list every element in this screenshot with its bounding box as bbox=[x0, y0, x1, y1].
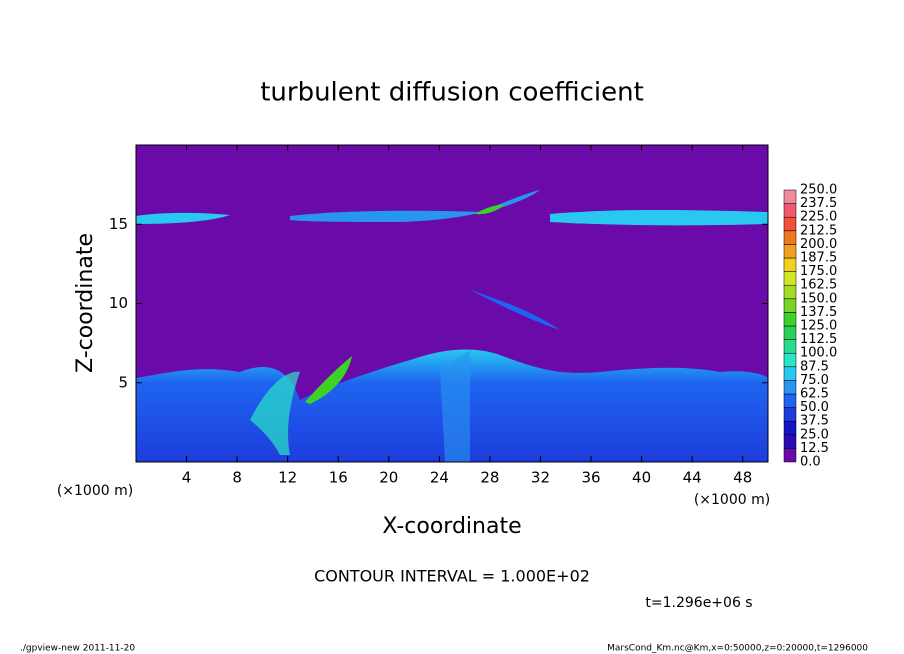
y-tick-label: 15 bbox=[109, 215, 128, 233]
x-tick-label: 28 bbox=[480, 469, 499, 487]
y-axis-label: Z-coordinate bbox=[73, 233, 98, 373]
colorbar-label: 100.0 bbox=[800, 346, 837, 361]
colorbar-box bbox=[783, 366, 797, 381]
field-upper-layer bbox=[290, 190, 540, 222]
field bbox=[136, 145, 768, 462]
colorbar-label: 37.5 bbox=[800, 414, 829, 429]
colorbar-label: 187.5 bbox=[800, 251, 837, 266]
field-streak bbox=[470, 290, 560, 330]
colorbar-box bbox=[783, 230, 797, 245]
colorbar-label: 87.5 bbox=[800, 359, 829, 374]
colorbar-box bbox=[783, 271, 797, 286]
colorbar-label: 250.0 bbox=[800, 183, 837, 198]
colorbar-label: 62.5 bbox=[800, 387, 829, 402]
y-tick-label: 10 bbox=[109, 294, 128, 312]
x-tick-label: 20 bbox=[379, 469, 398, 487]
colorbar-box bbox=[783, 298, 797, 313]
colorbar-box bbox=[783, 244, 797, 259]
colorbar-label: 200.0 bbox=[800, 237, 837, 252]
colorbar-label: 137.5 bbox=[800, 305, 837, 320]
colorbar-box bbox=[783, 393, 797, 408]
footer-right: MarsCond_Km.nc@Km,x=0:50000,z=0:20000,t=… bbox=[607, 644, 868, 654]
x-tick-label: 36 bbox=[581, 469, 600, 487]
chart-title: turbulent diffusion coefficient bbox=[260, 78, 644, 108]
colorbar-label: 237.5 bbox=[800, 196, 837, 211]
colorbar-box bbox=[783, 312, 797, 327]
time-label: t=1.296e+06 s bbox=[645, 595, 752, 611]
colorbar-label: 50.0 bbox=[800, 400, 829, 415]
x-axis-label: X-coordinate bbox=[382, 514, 521, 539]
field-column bbox=[440, 350, 470, 462]
colorbar-label: 225.0 bbox=[800, 210, 837, 225]
x-unit-label: (×1000 m) bbox=[57, 483, 133, 499]
colorbar-label: 12.5 bbox=[800, 441, 829, 456]
x-tick-label: 4 bbox=[182, 469, 192, 487]
x-tick-label: 48 bbox=[733, 469, 752, 487]
colorbar-label: 75.0 bbox=[800, 373, 829, 388]
x-tick-label: 24 bbox=[430, 469, 449, 487]
x-tick-label: 40 bbox=[632, 469, 651, 487]
colorbar-box bbox=[783, 407, 797, 422]
x-unit-label: (×1000 m) bbox=[694, 492, 770, 508]
colorbar-label: 212.5 bbox=[800, 223, 837, 238]
colorbar-box bbox=[783, 284, 797, 300]
footer-left: ./gpview-new 2011-11-20 bbox=[20, 644, 135, 654]
colorbar-box bbox=[783, 189, 797, 204]
colorbar-box bbox=[783, 325, 797, 340]
field-plume bbox=[250, 371, 300, 455]
x-tick-label: 32 bbox=[531, 469, 550, 487]
colorbar-label: 150.0 bbox=[800, 291, 837, 306]
colorbar-box bbox=[783, 434, 797, 449]
field-upper-layer bbox=[550, 210, 768, 226]
field-patch bbox=[305, 356, 352, 404]
contour-interval: CONTOUR INTERVAL = 1.000E+02 bbox=[314, 567, 590, 586]
colorbar-box bbox=[783, 216, 797, 232]
colorbar-label: 0.0 bbox=[800, 455, 821, 470]
colorbar-label: 125.0 bbox=[800, 319, 837, 334]
colorbar-label: 112.5 bbox=[800, 332, 837, 347]
x-tick-label: 44 bbox=[683, 469, 702, 487]
colorbar-box bbox=[783, 339, 797, 354]
field-upper-layer bbox=[136, 212, 230, 224]
colorbar-box bbox=[783, 257, 797, 272]
x-tick-label: 12 bbox=[278, 469, 297, 487]
field-patch bbox=[476, 204, 505, 215]
x-tick-label: 16 bbox=[329, 469, 348, 487]
colorbar-box bbox=[783, 448, 797, 463]
colorbar-box bbox=[783, 352, 797, 368]
colorbar-box bbox=[783, 203, 797, 218]
colorbar-label: 175.0 bbox=[800, 264, 837, 279]
x-tick-label: 8 bbox=[232, 469, 242, 487]
colorbar-box bbox=[783, 420, 797, 436]
colorbar-label: 25.0 bbox=[800, 427, 829, 442]
colorbar-box bbox=[783, 380, 797, 395]
y-tick-label: 5 bbox=[118, 373, 128, 391]
colorbar-label: 162.5 bbox=[800, 278, 837, 293]
